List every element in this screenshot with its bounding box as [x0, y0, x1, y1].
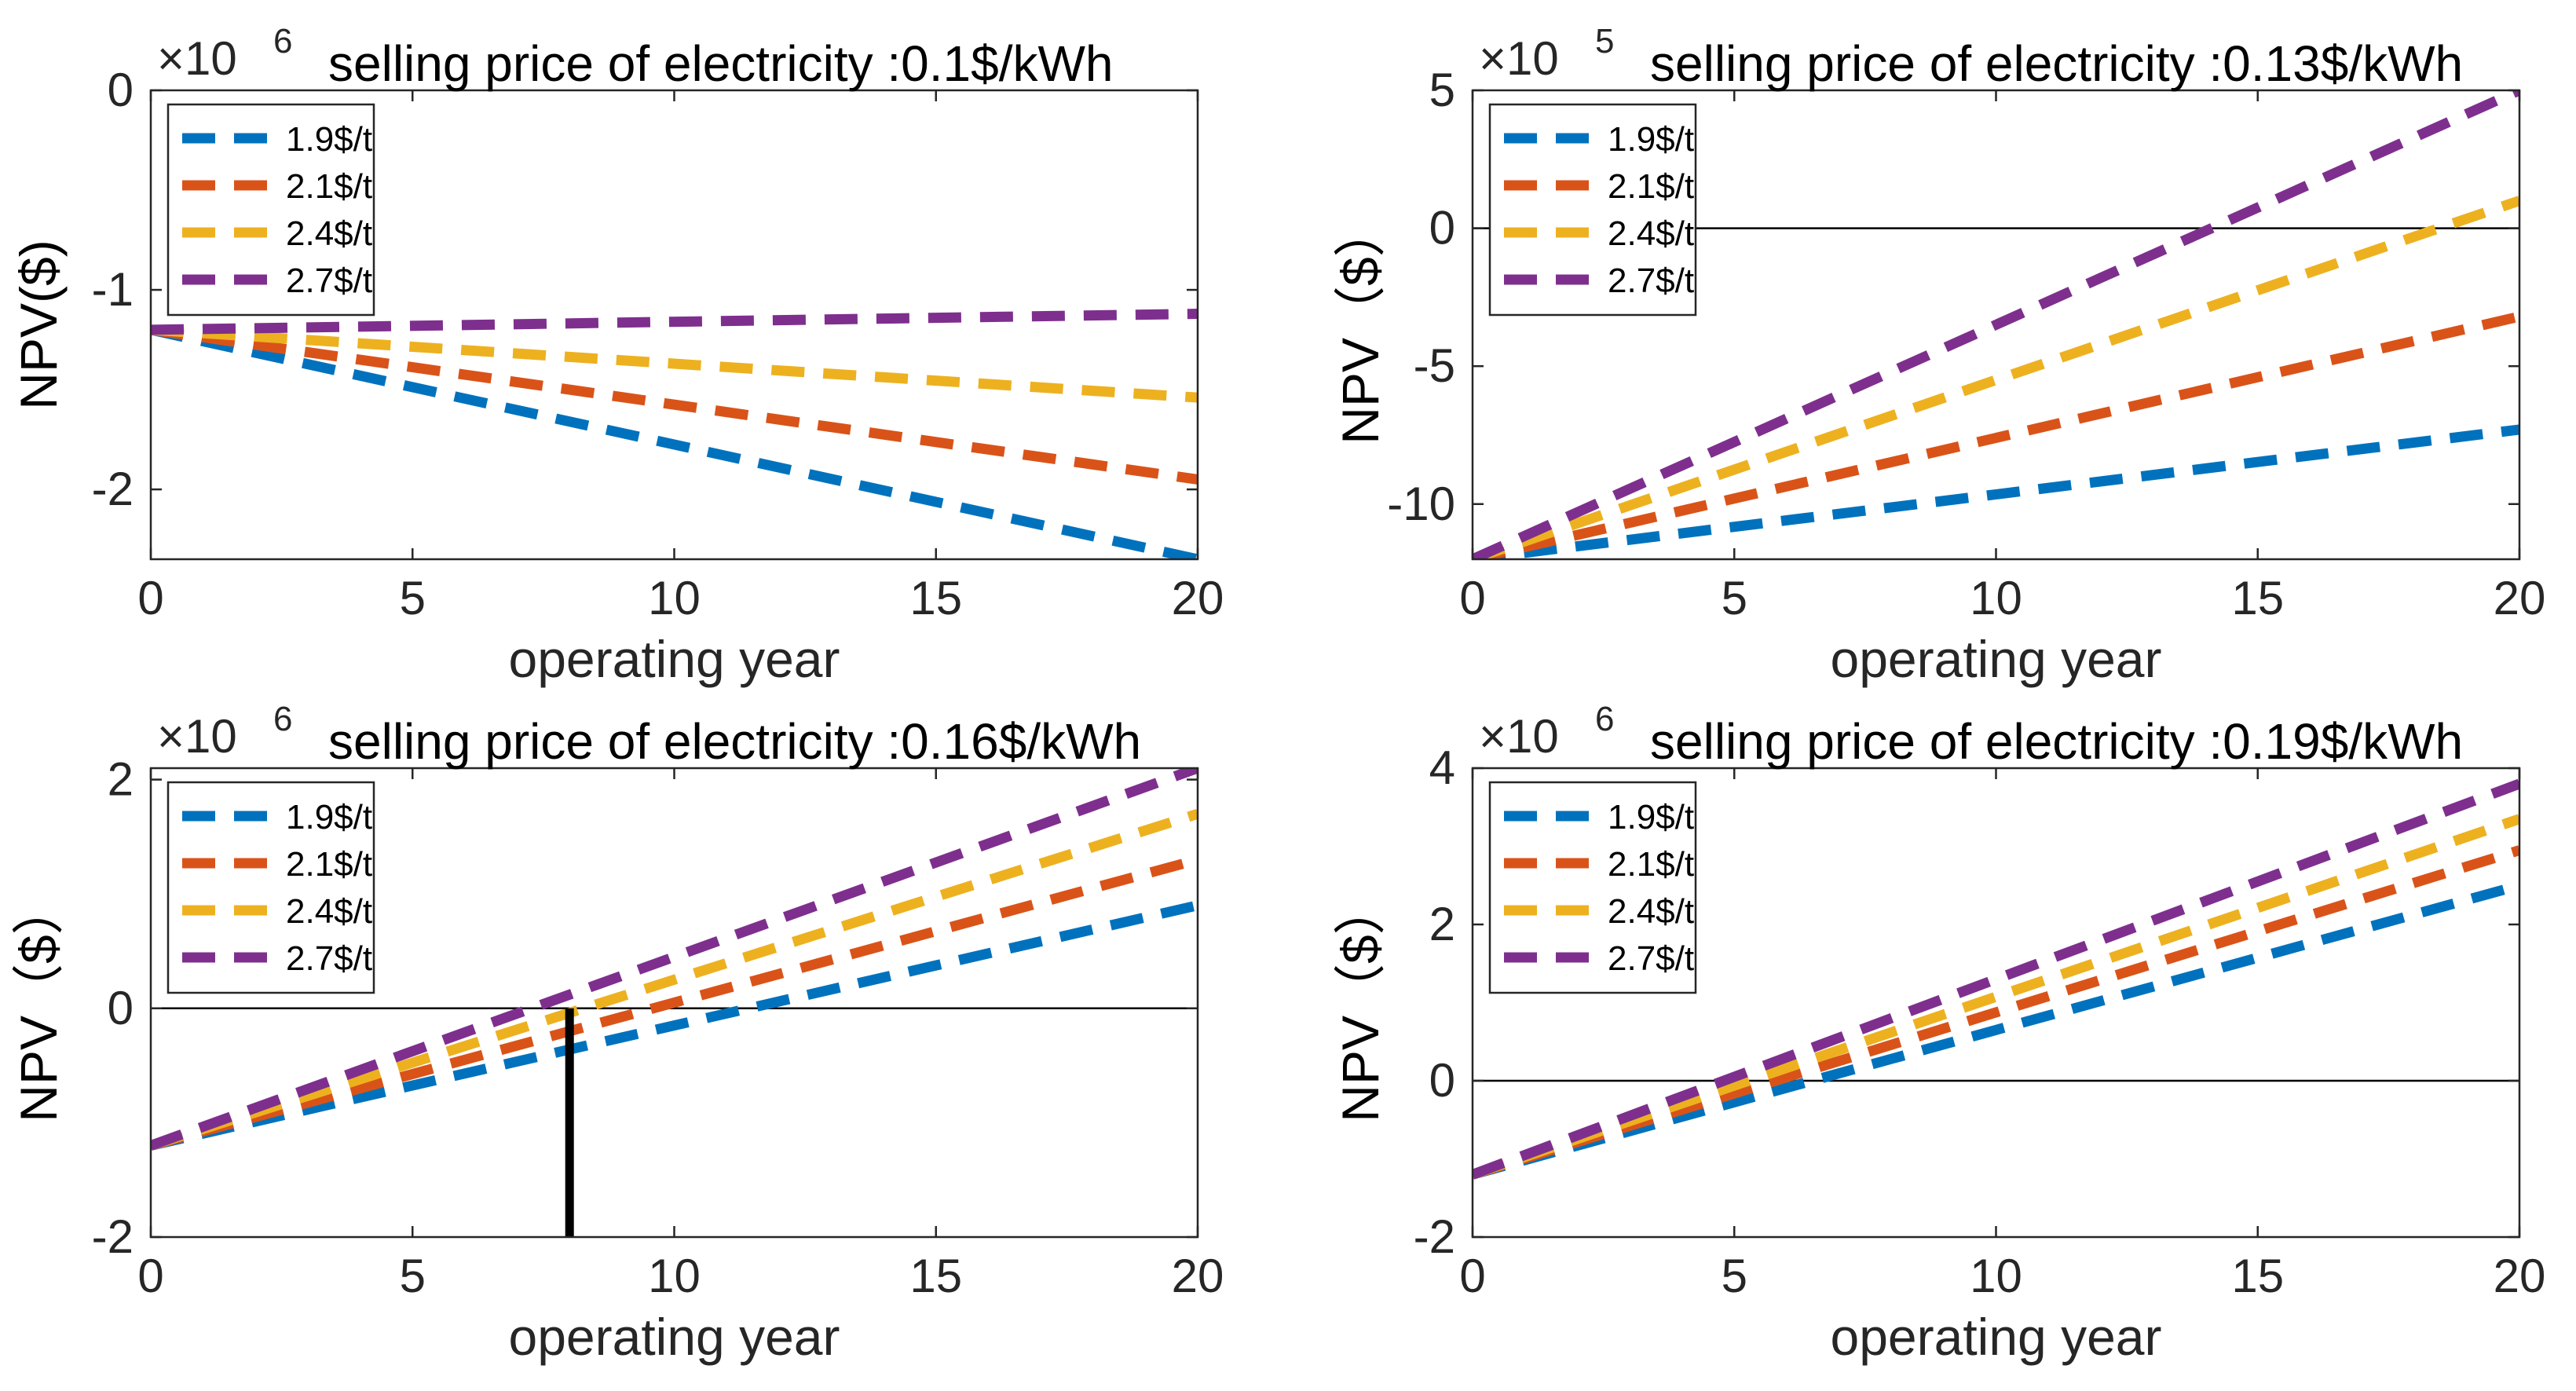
series-line-2.7$/t — [151, 768, 1198, 1151]
series-line-2.7$/t — [1473, 90, 2519, 559]
series-line-2.4$/t — [151, 324, 1198, 403]
series-line-2.4$/t — [151, 809, 1198, 1151]
y-axis-label: NPV（$） — [9, 883, 68, 1122]
x-tick-label: 20 — [1172, 1250, 1224, 1302]
x-axis-label: operating year — [509, 630, 840, 688]
x-tick-label: 20 — [2494, 1250, 2546, 1302]
series-line-2.4$/t — [1473, 196, 2519, 559]
series-line-2.7$/t — [151, 309, 1198, 335]
y-tick-label: 5 — [1429, 64, 1455, 116]
legend-label: 2.7$/t — [286, 939, 372, 978]
x-tick-label: 0 — [1459, 572, 1485, 624]
series-line-1.9$/t — [1473, 880, 2519, 1180]
x-tick-label: 10 — [648, 1250, 701, 1302]
x-tick-label: 0 — [137, 572, 163, 624]
series-line-1.9$/t — [1473, 424, 2519, 559]
legend-label: 2.7$/t — [1608, 262, 1694, 300]
x-tick-label: 0 — [137, 1250, 163, 1302]
y-axis-label: NPV（$） — [1331, 205, 1389, 444]
x-tick-label: 20 — [1172, 572, 1224, 624]
legend-label: 1.9$/t — [286, 798, 372, 836]
legend-label: 2.1$/t — [1608, 167, 1694, 206]
series-line-2.1$/t — [1473, 311, 2519, 559]
x-axis-label: operating year — [509, 1308, 840, 1366]
x-tick-label: 5 — [400, 572, 426, 624]
y-tick-label: -2 — [92, 1210, 134, 1263]
series-group — [151, 309, 1198, 559]
legend-label: 2.4$/t — [1608, 214, 1694, 253]
axis-exponent: 6 — [273, 22, 292, 60]
y-tick-label: 0 — [108, 64, 134, 116]
legend-label: 2.1$/t — [286, 167, 372, 206]
x-tick-label: 10 — [1970, 572, 2022, 624]
legend-label: 1.9$/t — [1608, 798, 1694, 836]
y-tick-label: 2 — [108, 753, 134, 806]
series-line-2.1$/t — [151, 324, 1198, 485]
series-group — [1473, 90, 2519, 559]
y-tick-label: 0 — [1429, 202, 1455, 254]
legend-label: 2.7$/t — [286, 262, 372, 300]
axis-multiplier: ×10 — [157, 32, 237, 85]
series-line-1.9$/t — [151, 324, 1198, 559]
axis-exponent: 6 — [1595, 700, 1614, 738]
y-tick-label: -2 — [92, 463, 134, 515]
legend-label: 2.4$/t — [286, 892, 372, 931]
chart-title: selling price of electricity :0.16$/kWh — [328, 713, 1141, 770]
x-tick-label: 15 — [909, 1250, 962, 1302]
y-tick-label: -1 — [92, 263, 134, 316]
x-tick-label: 15 — [2231, 572, 2284, 624]
x-tick-label: 5 — [1722, 1250, 1747, 1302]
series-group — [1473, 778, 2519, 1180]
y-axis-label: NPV($) — [9, 240, 68, 409]
chart-title: selling price of electricity :0.19$/kWh — [1650, 713, 2463, 770]
chart-title: selling price of electricity :0.1$/kWh — [328, 35, 1114, 92]
chart-panel-1: 0 5 10 15 20 0 -1 -2 operating year NPV($) ×10 6 sel… — [9, 22, 1224, 688]
legend-label: 2.1$/t — [286, 845, 372, 884]
legend-label: 1.9$/t — [286, 120, 372, 159]
legend-label: 2.4$/t — [1608, 892, 1694, 931]
y-tick-label: 4 — [1429, 741, 1455, 794]
x-tick-label: 0 — [1459, 1250, 1485, 1302]
axis-multiplier: ×10 — [1479, 32, 1559, 85]
chart-title: selling price of electricity :0.13$/kWh — [1650, 35, 2463, 92]
x-tick-label: 5 — [400, 1250, 426, 1302]
series-group — [151, 768, 1198, 1151]
legend-label: 1.9$/t — [1608, 120, 1694, 159]
y-tick-label: 0 — [108, 982, 134, 1034]
axis-exponent: 5 — [1595, 22, 1614, 60]
legend-label: 2.4$/t — [286, 214, 372, 253]
y-tick-label: -2 — [1414, 1210, 1455, 1263]
axis-multiplier: ×10 — [157, 710, 237, 763]
series-line-1.9$/t — [151, 900, 1198, 1151]
x-axis-label: operating year — [1831, 1308, 2162, 1366]
y-tick-label: 2 — [1429, 898, 1455, 950]
x-tick-label: 20 — [2494, 572, 2546, 624]
y-axis-label: NPV（$） — [1331, 883, 1389, 1122]
series-line-2.4$/t — [1473, 814, 2519, 1180]
axis-multiplier: ×10 — [1479, 710, 1559, 763]
x-tick-label: 10 — [648, 572, 701, 624]
x-tick-label: 5 — [1722, 572, 1747, 624]
series-line-2.7$/t — [1473, 778, 2519, 1180]
y-tick-label: 0 — [1429, 1054, 1455, 1107]
legend-label: 2.1$/t — [1608, 845, 1694, 884]
x-tick-label: 10 — [1970, 1250, 2022, 1302]
series-line-2.1$/t — [151, 855, 1198, 1151]
legend-label: 2.7$/t — [1608, 939, 1694, 978]
y-tick-label: -10 — [1387, 478, 1455, 530]
x-tick-label: 15 — [2231, 1250, 2284, 1302]
axis-exponent: 6 — [273, 700, 292, 738]
x-tick-label: 15 — [909, 572, 962, 624]
y-tick-label: -5 — [1414, 339, 1455, 392]
x-axis-label: operating year — [1831, 630, 2162, 688]
